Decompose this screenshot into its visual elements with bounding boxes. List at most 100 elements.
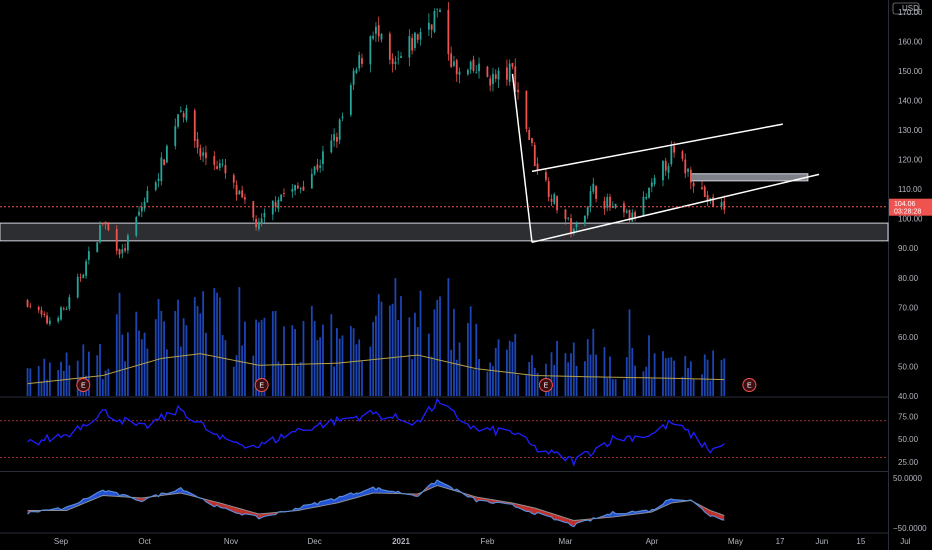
- candle: [525, 90, 528, 129]
- x-tick-label: Jun: [815, 537, 828, 546]
- candle: [355, 69, 358, 73]
- candle: [244, 197, 246, 200]
- candle: [400, 56, 402, 58]
- candle: [634, 212, 636, 219]
- earnings-marker: [742, 378, 757, 392]
- oscillator-fill: [537, 508, 546, 516]
- candle: [489, 78, 492, 86]
- candle: [257, 221, 260, 229]
- candle: [99, 225, 101, 243]
- candle: [497, 70, 500, 80]
- candle: [603, 200, 606, 209]
- volume-bar: [380, 301, 383, 396]
- candle: [224, 165, 227, 174]
- earnings-marker: [538, 378, 553, 392]
- candle: [514, 66, 517, 93]
- candle: [486, 66, 489, 77]
- candle: [68, 297, 71, 309]
- oscillator-fill: [320, 501, 323, 507]
- volume-bar: [143, 332, 146, 396]
- volume-bar: [82, 344, 85, 396]
- candle: [414, 32, 416, 49]
- candle: [673, 146, 676, 153]
- oscillator-fill: [557, 515, 566, 523]
- y-tick-label: 70.00: [898, 303, 919, 312]
- volume-bar: [185, 325, 188, 396]
- x-tick-label: Apr: [646, 537, 659, 546]
- oscillator-fill: [69, 503, 78, 510]
- candle: [369, 36, 372, 65]
- candle: [299, 188, 302, 190]
- volume-bar: [517, 375, 519, 396]
- volume-bar: [274, 310, 277, 396]
- volume-bar: [455, 359, 458, 396]
- volume-bar: [218, 297, 221, 396]
- candle: [241, 190, 244, 198]
- candle: [545, 172, 547, 180]
- candle: [182, 113, 185, 118]
- candle: [662, 161, 664, 181]
- candle: [310, 173, 313, 189]
- oscillator-fill: [236, 507, 240, 514]
- candle: [146, 190, 149, 203]
- volume-bar: [291, 325, 294, 396]
- volume-bar: [96, 355, 99, 396]
- volume-bar: [193, 297, 196, 396]
- candle: [157, 178, 160, 181]
- oscillator-fill: [373, 487, 376, 494]
- volume-bar: [238, 287, 241, 396]
- candle: [687, 168, 689, 172]
- volume-bar: [692, 378, 695, 396]
- y-tick-label: 100.00: [898, 215, 923, 224]
- volume-bar: [65, 352, 68, 396]
- volume-bar: [450, 349, 453, 396]
- candle: [648, 187, 650, 198]
- volume-bar: [709, 380, 712, 396]
- candle: [218, 163, 221, 168]
- volume-bar: [536, 372, 539, 396]
- volume-bar: [631, 347, 634, 396]
- volume-bar: [570, 353, 572, 396]
- candle: [115, 228, 118, 251]
- volume-bar: [199, 313, 202, 396]
- x-tick-label: Oct: [138, 537, 151, 546]
- oscillator-fill: [356, 493, 360, 498]
- candle: [375, 26, 377, 34]
- x-tick-label: Dec: [307, 537, 321, 546]
- volume-bar: [104, 370, 107, 396]
- volume-bar: [349, 326, 352, 396]
- candle: [712, 196, 715, 207]
- volume-bar: [46, 379, 48, 396]
- volume-bar: [37, 366, 40, 396]
- volume-bar: [595, 354, 597, 396]
- candle: [511, 62, 514, 67]
- candle: [138, 211, 140, 216]
- volume-bar: [375, 315, 377, 396]
- candle: [592, 183, 595, 192]
- volume-bar: [87, 351, 90, 396]
- volume-bar: [706, 359, 709, 396]
- volume-bar: [241, 345, 244, 396]
- candle: [199, 148, 202, 157]
- y-tick-label: 130.00: [898, 126, 923, 135]
- volume-bar: [625, 357, 628, 396]
- volume-bar: [567, 362, 570, 396]
- oscillator-fill: [334, 498, 337, 504]
- volume-bar: [397, 319, 400, 396]
- oscillator-fill: [565, 517, 569, 523]
- candle: [319, 165, 322, 168]
- volume-bar: [40, 381, 43, 396]
- volume-bar: [369, 346, 372, 396]
- candle: [330, 140, 333, 153]
- candle: [140, 206, 143, 212]
- oscillator-fill: [721, 514, 725, 521]
- y-tick-label: 150.00: [898, 67, 923, 76]
- volume-bar: [650, 378, 653, 396]
- volume-bar: [244, 321, 246, 396]
- candle: [394, 61, 397, 64]
- volume-bar: [670, 357, 673, 396]
- support-zone: [690, 173, 809, 182]
- candle: [29, 305, 32, 307]
- candle: [135, 217, 138, 236]
